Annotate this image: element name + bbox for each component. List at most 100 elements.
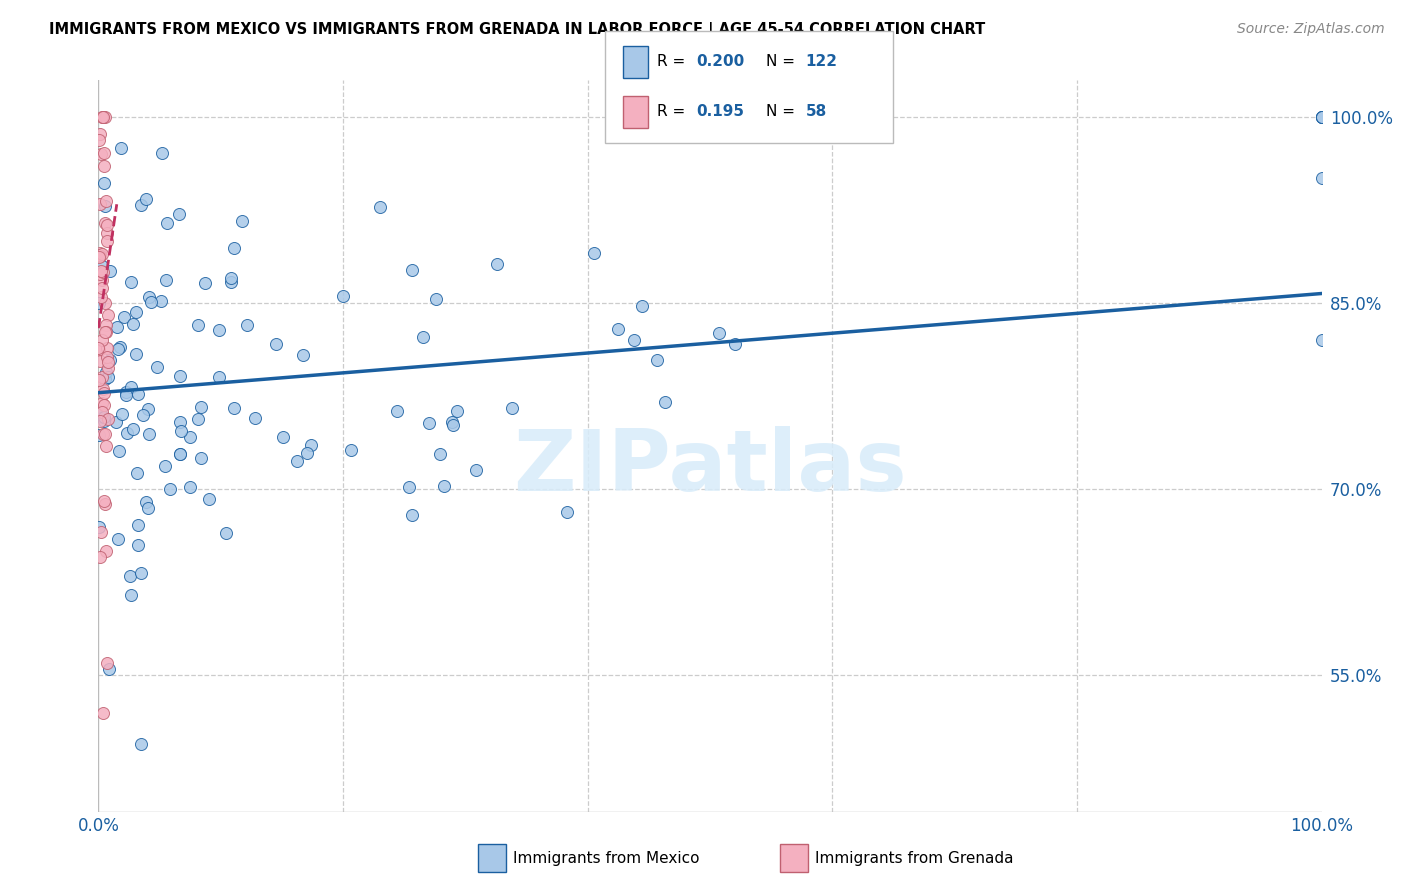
- Point: [96, 194, 118, 209]
- Point: [1310, 111, 1333, 125]
- Point: [105, 415, 128, 429]
- Point: [94, 295, 117, 310]
- Point: [271, 430, 294, 444]
- Point: [96, 226, 118, 240]
- Point: [630, 299, 652, 313]
- Point: [89, 414, 111, 428]
- Point: [135, 192, 157, 206]
- Point: [97, 412, 120, 426]
- Point: [93, 146, 115, 161]
- Point: [219, 271, 242, 285]
- Point: [89, 519, 111, 533]
- Point: [97, 308, 120, 322]
- Point: [297, 445, 319, 459]
- Point: [94, 371, 117, 385]
- Point: [215, 526, 238, 541]
- Point: [401, 508, 423, 523]
- Point: [97, 361, 120, 376]
- Point: [654, 394, 676, 409]
- Point: [169, 368, 191, 383]
- Point: [97, 354, 120, 368]
- Point: [91, 395, 114, 409]
- Point: [96, 656, 118, 670]
- Point: [236, 318, 259, 332]
- Point: [169, 447, 191, 461]
- Point: [155, 459, 177, 474]
- Point: [89, 373, 111, 387]
- Point: [94, 365, 117, 379]
- Point: [138, 426, 160, 441]
- Point: [135, 495, 157, 509]
- Point: [197, 491, 219, 506]
- Point: [115, 388, 138, 402]
- Point: [401, 262, 423, 277]
- Point: [170, 424, 193, 438]
- Point: [118, 569, 141, 583]
- Point: [107, 532, 129, 546]
- Point: [89, 268, 111, 282]
- Point: [440, 415, 463, 429]
- Text: N =: N =: [766, 54, 800, 70]
- Point: [156, 216, 179, 230]
- Point: [108, 340, 131, 354]
- Point: [219, 275, 242, 289]
- Text: Source: ZipAtlas.com: Source: ZipAtlas.com: [1237, 22, 1385, 37]
- Point: [94, 497, 117, 511]
- Point: [89, 549, 111, 564]
- Point: [129, 737, 152, 751]
- Point: [91, 111, 114, 125]
- Point: [446, 404, 468, 418]
- Point: [87, 343, 110, 357]
- Text: 58: 58: [806, 104, 827, 120]
- Point: [93, 398, 115, 412]
- Point: [187, 318, 209, 332]
- Point: [93, 409, 115, 424]
- Point: [89, 404, 111, 418]
- Point: [87, 133, 110, 147]
- Point: [91, 273, 114, 287]
- Point: [136, 501, 159, 516]
- Point: [187, 412, 209, 426]
- Point: [129, 198, 152, 212]
- Point: [125, 347, 148, 361]
- Point: [1310, 171, 1333, 186]
- Point: [96, 218, 118, 232]
- Text: R =: R =: [657, 104, 690, 120]
- Point: [110, 141, 132, 155]
- Text: 0.195: 0.195: [696, 104, 744, 120]
- Point: [94, 326, 117, 340]
- Point: [138, 290, 160, 304]
- Point: [332, 288, 354, 302]
- Point: [89, 249, 111, 263]
- Point: [501, 401, 523, 415]
- Point: [1310, 333, 1333, 347]
- Point: [179, 480, 201, 494]
- Point: [194, 277, 217, 291]
- Point: [89, 247, 111, 261]
- Point: [122, 317, 145, 331]
- Point: [1310, 111, 1333, 125]
- Point: [93, 494, 115, 508]
- Point: [97, 370, 120, 384]
- Point: [429, 447, 451, 461]
- Point: [89, 127, 111, 141]
- Point: [90, 146, 112, 161]
- Point: [132, 408, 155, 422]
- Point: [89, 245, 111, 260]
- Point: [291, 348, 314, 362]
- Point: [108, 443, 131, 458]
- Point: [87, 341, 110, 355]
- Point: [707, 326, 730, 340]
- Point: [90, 264, 112, 278]
- Point: [1310, 111, 1333, 125]
- Point: [90, 334, 112, 348]
- Point: [441, 418, 464, 433]
- Point: [94, 325, 117, 339]
- Point: [1310, 111, 1333, 125]
- Point: [96, 351, 118, 365]
- Point: [125, 305, 148, 319]
- Point: [555, 505, 578, 519]
- Point: [90, 290, 112, 304]
- Point: [89, 251, 111, 265]
- Point: [150, 146, 173, 161]
